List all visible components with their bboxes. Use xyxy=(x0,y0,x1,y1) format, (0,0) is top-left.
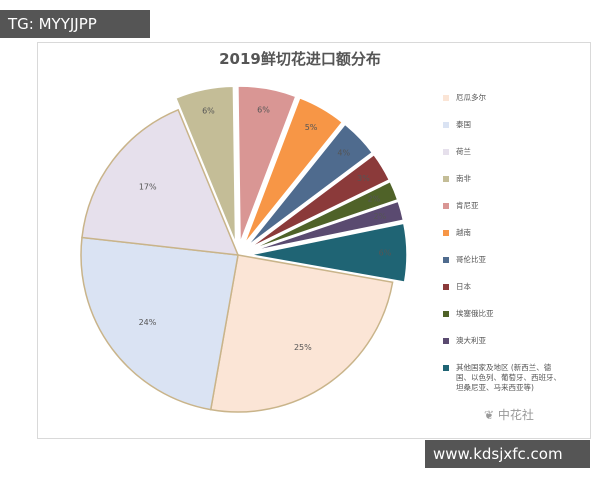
watermark: www.kdsjxfc.com xyxy=(425,440,590,468)
slice-label: 25% xyxy=(294,343,312,352)
pie-slice xyxy=(243,96,344,246)
legend-swatch xyxy=(443,95,449,101)
legend-item: 泰国 xyxy=(443,120,561,130)
legend-swatch xyxy=(443,203,449,209)
legend-item: 日本 xyxy=(443,282,561,292)
pie-slice xyxy=(81,108,240,256)
legend-label: 澳大利亚 xyxy=(456,336,486,345)
legend-label: 荷兰 xyxy=(456,147,471,156)
legend-item: 越南 xyxy=(443,228,561,238)
logo-text: 中花社 xyxy=(497,408,534,422)
legend-swatch xyxy=(443,176,449,182)
pie-slice xyxy=(209,254,394,413)
slice-label: 17% xyxy=(139,182,157,191)
pie-slice xyxy=(247,153,391,250)
legend-item: 澳大利亚 xyxy=(443,336,561,346)
legend-swatch xyxy=(443,365,449,371)
legend-swatch xyxy=(443,149,449,155)
legend-label: 南非 xyxy=(456,174,471,183)
legend-swatch xyxy=(443,338,449,344)
legend-item: 其他国家及地区 (新西兰、德国、以色列、葡萄牙、西班牙、坦桑尼亚、马来西亚等) xyxy=(443,363,561,393)
logo-watermark: ❦ 中花社 xyxy=(484,408,534,422)
pie-slice xyxy=(246,123,374,248)
pie-slice xyxy=(237,85,297,244)
legend-swatch xyxy=(443,311,449,317)
legend-item: 荷兰 xyxy=(443,147,561,157)
legend-label: 其他国家及地区 (新西兰、德国、以色列、葡萄牙、西班牙、坦桑尼亚、马来西亚等) xyxy=(456,363,561,392)
legend-label: 肯尼亚 xyxy=(456,201,479,210)
pie-slice xyxy=(174,85,237,244)
legend-item: 肯尼亚 xyxy=(443,201,561,211)
legend-swatch xyxy=(443,230,449,236)
legend-swatch xyxy=(443,122,449,128)
pie-slice xyxy=(248,180,399,252)
legend-label: 日本 xyxy=(456,282,471,291)
legend-swatch xyxy=(443,284,449,290)
slice-label: 6% xyxy=(379,248,392,257)
legend: 厄瓜多尔泰国荷兰南非肯尼亚越南哥伦比亚日本埃塞俄比亚澳大利亚其他国家及地区 (新… xyxy=(443,93,561,410)
legend-label: 厄瓜多尔 xyxy=(456,93,486,102)
pie-slice xyxy=(249,222,408,283)
pie-slice xyxy=(80,236,239,411)
slice-label: 2% xyxy=(374,212,387,221)
legend-item: 南非 xyxy=(443,174,561,184)
slice-label: 5% xyxy=(305,123,318,132)
watermark: TG: MYYJJPP xyxy=(0,10,150,38)
chart-title: 2019鲜切花进口额分布 xyxy=(219,50,381,68)
slice-label: 4% xyxy=(337,148,350,157)
slice-label: 6% xyxy=(202,106,215,115)
legend-label: 哥伦比亚 xyxy=(456,255,486,264)
legend-label: 泰国 xyxy=(456,120,471,129)
slice-label: 2% xyxy=(368,194,381,203)
legend-item: 厄瓜多尔 xyxy=(443,93,561,103)
legend-label: 越南 xyxy=(456,228,471,237)
legend-item: 哥伦比亚 xyxy=(443,255,561,265)
slice-label: 24% xyxy=(139,318,157,327)
slice-label: 6% xyxy=(257,106,270,115)
legend-item: 埃塞俄比亚 xyxy=(443,309,561,319)
legend-label: 埃塞俄比亚 xyxy=(456,309,494,318)
slice-label: 3% xyxy=(357,174,370,183)
pie-slice xyxy=(249,200,405,253)
legend-swatch xyxy=(443,257,449,263)
